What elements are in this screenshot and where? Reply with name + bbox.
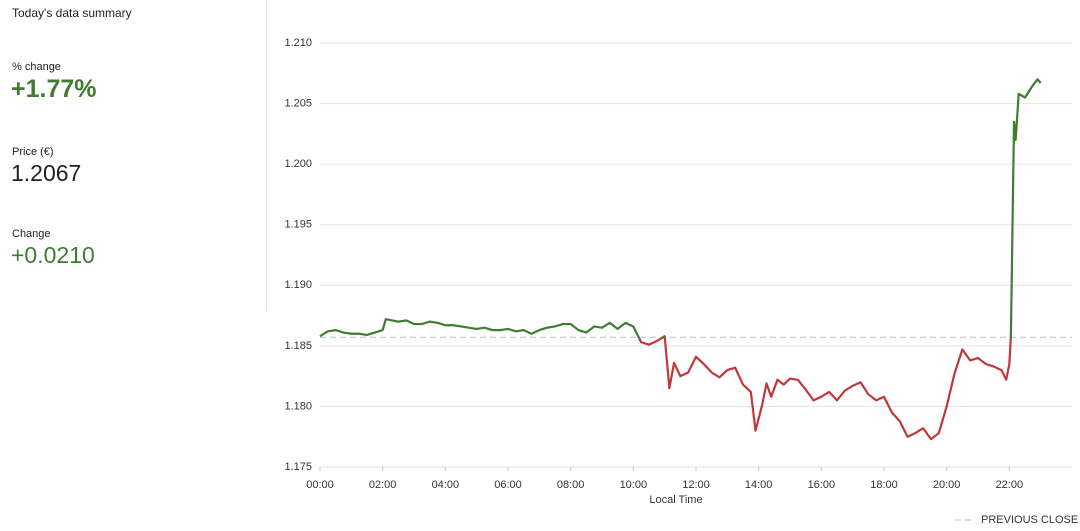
x-tick-label: 14:00 <box>745 479 773 491</box>
price-line <box>319 78 1042 441</box>
stat-label: Price (€) <box>12 146 54 158</box>
y-tick-label: 1.205 <box>284 97 312 109</box>
y-tick-label: 1.190 <box>284 279 312 291</box>
stat-label: % change <box>12 61 61 73</box>
x-tick-label: 16:00 <box>808 479 836 491</box>
stat-value: +0.0210 <box>11 242 95 268</box>
x-tick-label: 00:00 <box>306 479 334 491</box>
stat-value: 1.2067 <box>11 160 82 186</box>
x-tick-label: 20:00 <box>933 479 961 491</box>
y-tick-label: 1.195 <box>284 219 312 231</box>
stat-value: +1.77% <box>11 75 97 103</box>
summary-panel: Today's data summary % change +1.77% Pri… <box>0 0 267 310</box>
summary-title: Today's data summary <box>12 6 132 20</box>
x-tick-label: 22:00 <box>996 479 1024 491</box>
y-tick-label: 1.175 <box>284 461 312 473</box>
x-tick-label: 18:00 <box>870 479 898 491</box>
x-tick-label: 02:00 <box>369 479 397 491</box>
x-tick-label: 08:00 <box>557 479 585 491</box>
y-tick-label: 1.200 <box>284 158 312 170</box>
x-tick-label: 10:00 <box>620 479 648 491</box>
stat-label: Change <box>12 228 51 240</box>
x-tick-label: 06:00 <box>494 479 522 491</box>
x-axis-label: Local Time <box>649 494 702 506</box>
legend-label: PREVIOUS CLOSE <box>981 514 1078 526</box>
x-tick-label: 12:00 <box>682 479 710 491</box>
y-tick-label: 1.180 <box>284 400 312 412</box>
x-tick-label: 04:00 <box>432 479 460 491</box>
y-tick-label: 1.210 <box>284 37 312 49</box>
y-tick-label: 1.185 <box>284 340 312 352</box>
